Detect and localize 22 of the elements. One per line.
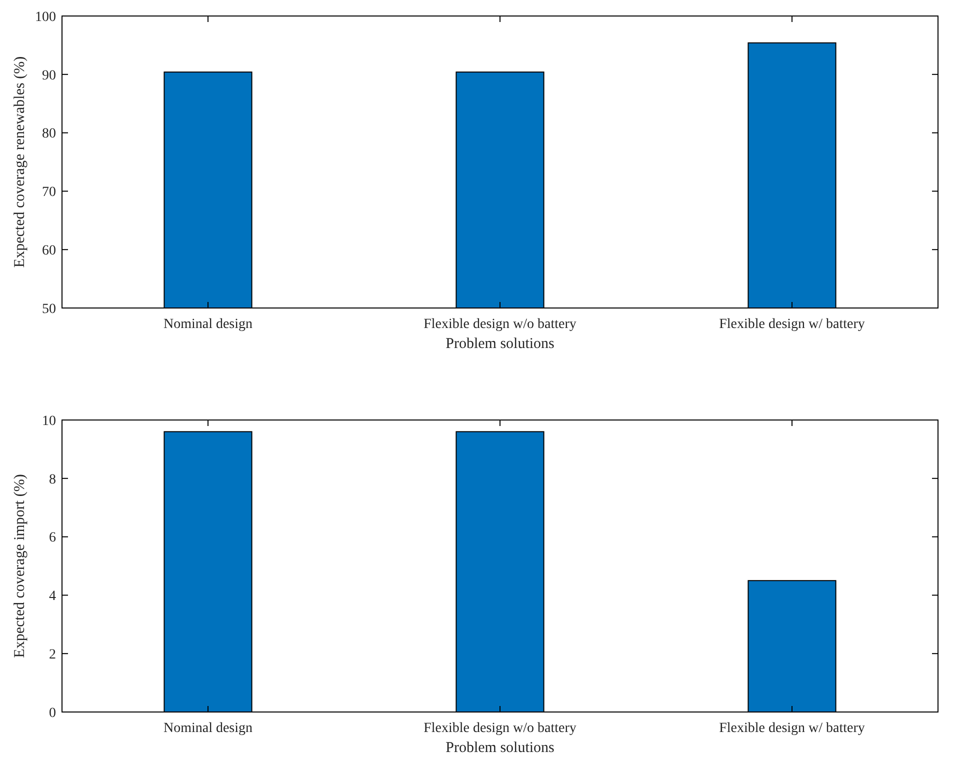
x-axis-title: Problem solutions — [446, 740, 555, 756]
y-tick-label: 50 — [42, 302, 56, 317]
y-tick-label: 2 — [49, 648, 56, 662]
y-tick-label: 6 — [49, 530, 56, 546]
y-axis-title: Expected coverage renewables (%) — [12, 56, 28, 268]
x-tick-label: Flexible design w/o battery — [424, 721, 576, 736]
x-tick-label: Nominal design — [163, 721, 253, 736]
y-tick-label: 100 — [35, 10, 56, 25]
y-tick-label: 8 — [49, 472, 56, 488]
x-tick-label: Flexible design w/ battery — [719, 721, 865, 736]
y-tick-label: 4 — [49, 589, 56, 604]
x-axis-title: Problem solutions — [446, 336, 555, 352]
y-tick-label: 10 — [42, 414, 56, 429]
y-tick-label: 90 — [42, 68, 56, 84]
y-tick-label: 70 — [42, 185, 56, 200]
x-tick-label: Flexible design w/o battery — [424, 317, 576, 332]
y-tick-label: 0 — [49, 706, 56, 721]
x-tick-label: Flexible design w/ battery — [719, 317, 865, 332]
y-tick-label: 60 — [42, 244, 56, 258]
y-axis-title: Expected coverage import (%) — [12, 474, 28, 658]
y-tick-label: 80 — [42, 126, 56, 142]
x-tick-label: Nominal design — [163, 317, 253, 332]
